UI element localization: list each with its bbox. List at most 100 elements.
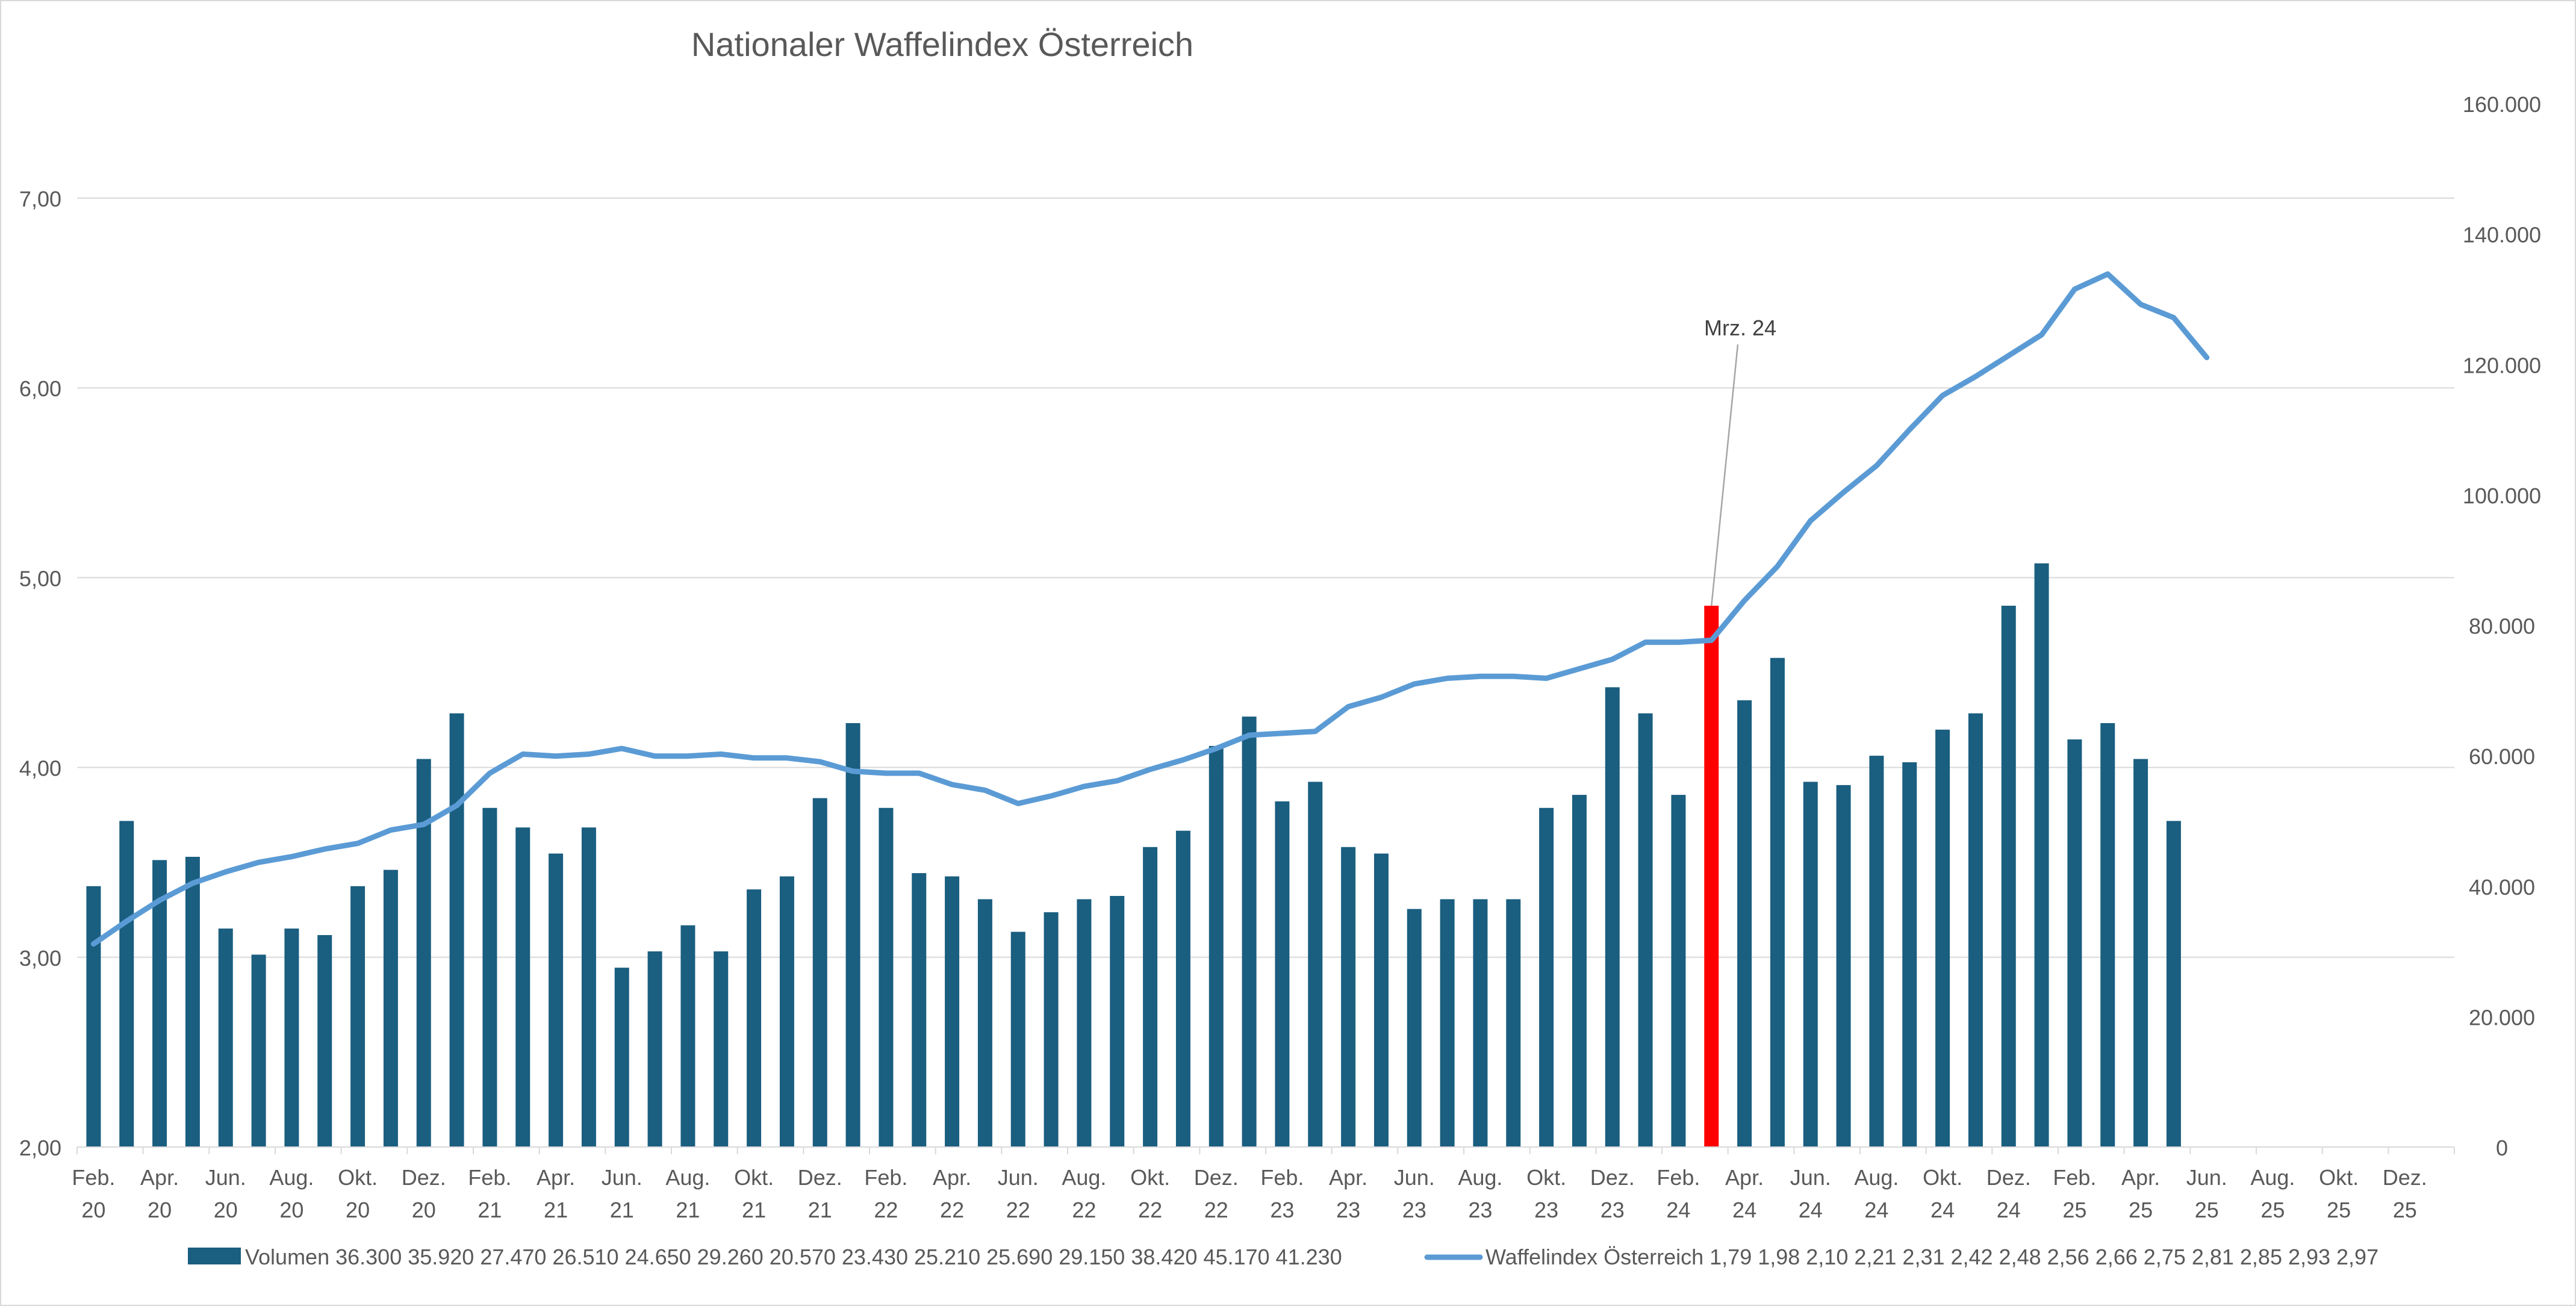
volume-bar — [714, 951, 729, 1147]
x-tick-label-month: Apr. — [1725, 1165, 1764, 1190]
x-tick-label-month: Feb. — [468, 1165, 511, 1190]
x-tick-label-month: Aug. — [1854, 1165, 1899, 1190]
x-tick-label-month: Feb. — [2053, 1165, 2096, 1190]
x-tick-label-month: Feb. — [72, 1165, 115, 1190]
y-right-tick-label: 60.000 — [2469, 744, 2535, 769]
volume-bar — [1506, 899, 1521, 1147]
volume-bar — [383, 869, 398, 1147]
x-tick-label-year: 23 — [1601, 1198, 1625, 1222]
volume-bar — [1440, 899, 1455, 1147]
volume-bar — [977, 899, 992, 1147]
y-right-tick-label: 140.000 — [2463, 223, 2541, 247]
x-tick-label-month: Jun. — [205, 1165, 246, 1190]
volume-bar — [845, 723, 860, 1147]
x-tick-label-year: 22 — [1138, 1198, 1162, 1222]
chart-title: Nationaler Waffelindex Österreich — [691, 25, 1193, 63]
volume-bar — [2001, 606, 2016, 1147]
volume-bar — [1737, 700, 1752, 1147]
y-right-tick-label: 80.000 — [2469, 614, 2535, 639]
x-tick-label-month: Dez. — [1986, 1165, 2031, 1190]
volume-bar — [1374, 853, 1389, 1147]
volume-bar — [1175, 830, 1190, 1147]
x-tick-label-year: 24 — [1864, 1198, 1888, 1222]
volume-bar — [1242, 717, 1257, 1147]
x-tick-label-month: Dez. — [1194, 1165, 1239, 1190]
x-tick-label-month: Aug. — [1458, 1165, 1502, 1190]
volume-bar — [515, 827, 530, 1147]
legend-label-volumen: Volumen 36.300 35.920 27.470 26.510 24.6… — [245, 1245, 1342, 1269]
volume-bar — [1572, 795, 1587, 1147]
volume-bar — [1209, 745, 1224, 1147]
volume-bar — [1869, 756, 1884, 1147]
x-tick-label-month: Jun. — [1790, 1165, 1831, 1190]
volume-bar — [1308, 782, 1323, 1147]
volume-bar — [2034, 563, 2049, 1147]
x-tick-label-year: 23 — [1270, 1198, 1294, 1222]
y-left-tick-label: 2,00 — [19, 1136, 61, 1160]
x-tick-label-year: 21 — [742, 1198, 766, 1222]
legend-label-waffelindex: Waffelindex Österreich 1,79 1,98 2,10 2,… — [1486, 1245, 2378, 1269]
highlighted-bar — [1704, 606, 1719, 1147]
x-tick-label-year: 21 — [676, 1198, 700, 1222]
x-tick-label-year: 22 — [940, 1198, 964, 1222]
volume-bar — [1077, 899, 1092, 1147]
y-left-tick-label: 5,00 — [19, 566, 61, 591]
volume-bar — [152, 860, 167, 1147]
x-tick-label-year: 21 — [478, 1198, 502, 1222]
x-tick-label-year: 21 — [544, 1198, 568, 1222]
volume-bar — [1638, 713, 1653, 1147]
volume-bar — [350, 886, 366, 1147]
volume-bar — [119, 821, 134, 1147]
volume-bar — [912, 873, 927, 1147]
x-tick-label-year: 25 — [2195, 1198, 2219, 1222]
x-tick-label-year: 23 — [1402, 1198, 1426, 1222]
volume-bar — [1143, 847, 1158, 1147]
volume-bar — [1473, 899, 1488, 1147]
x-tick-label-year: 22 — [1072, 1198, 1096, 1222]
x-tick-label-month: Dez. — [798, 1165, 842, 1190]
x-tick-label-year: 24 — [1732, 1198, 1756, 1222]
y-left-tick-label: 6,00 — [19, 376, 61, 401]
x-tick-label-year: 21 — [808, 1198, 832, 1222]
volume-bar — [879, 807, 894, 1147]
x-tick-label-month: Apr. — [140, 1165, 179, 1190]
x-tick-label-year: 20 — [148, 1198, 172, 1222]
volume-bar — [1935, 729, 1950, 1147]
volume-bar — [581, 827, 596, 1147]
x-tick-label-year: 24 — [1997, 1198, 2021, 1222]
x-tick-label-year: 25 — [2327, 1198, 2351, 1222]
y-right-tick-label: 100.000 — [2463, 483, 2541, 508]
volume-bar — [747, 889, 762, 1147]
volume-bar — [1968, 713, 1983, 1147]
y-right-tick-label: 120.000 — [2463, 353, 2541, 378]
x-tick-label-month: Okt. — [1526, 1165, 1566, 1190]
volume-bar — [416, 759, 431, 1147]
volume-bar — [218, 928, 233, 1147]
x-tick-label-month: Dez. — [2383, 1165, 2427, 1190]
volume-bar — [1770, 658, 1785, 1147]
volume-bar — [1671, 795, 1686, 1147]
x-tick-label-month: Jun. — [602, 1165, 642, 1190]
volume-bar — [1902, 762, 1917, 1147]
volume-bar — [2067, 739, 2082, 1147]
x-tick-label-month: Apr. — [537, 1165, 575, 1190]
x-tick-label-year: 20 — [279, 1198, 303, 1222]
volume-bar — [812, 798, 827, 1147]
x-tick-label-month: Okt. — [1130, 1165, 1170, 1190]
x-tick-label-month: Okt. — [338, 1165, 378, 1190]
x-tick-label-month: Apr. — [2121, 1165, 2160, 1190]
x-tick-label-year: 24 — [1666, 1198, 1690, 1222]
x-tick-label-month: Apr. — [933, 1165, 971, 1190]
volume-bar — [779, 876, 794, 1147]
volume-bar — [1110, 895, 1125, 1147]
x-tick-label-year: 23 — [1534, 1198, 1558, 1222]
x-tick-label-year: 20 — [214, 1198, 238, 1222]
x-tick-label-month: Okt. — [1923, 1165, 1962, 1190]
index-line — [90, 271, 2210, 947]
volume-bar — [449, 713, 464, 1147]
x-tick-label-month: Feb. — [864, 1165, 907, 1190]
x-tick-label-month: Aug. — [269, 1165, 314, 1190]
x-tick-label-month: Apr. — [1329, 1165, 1367, 1190]
